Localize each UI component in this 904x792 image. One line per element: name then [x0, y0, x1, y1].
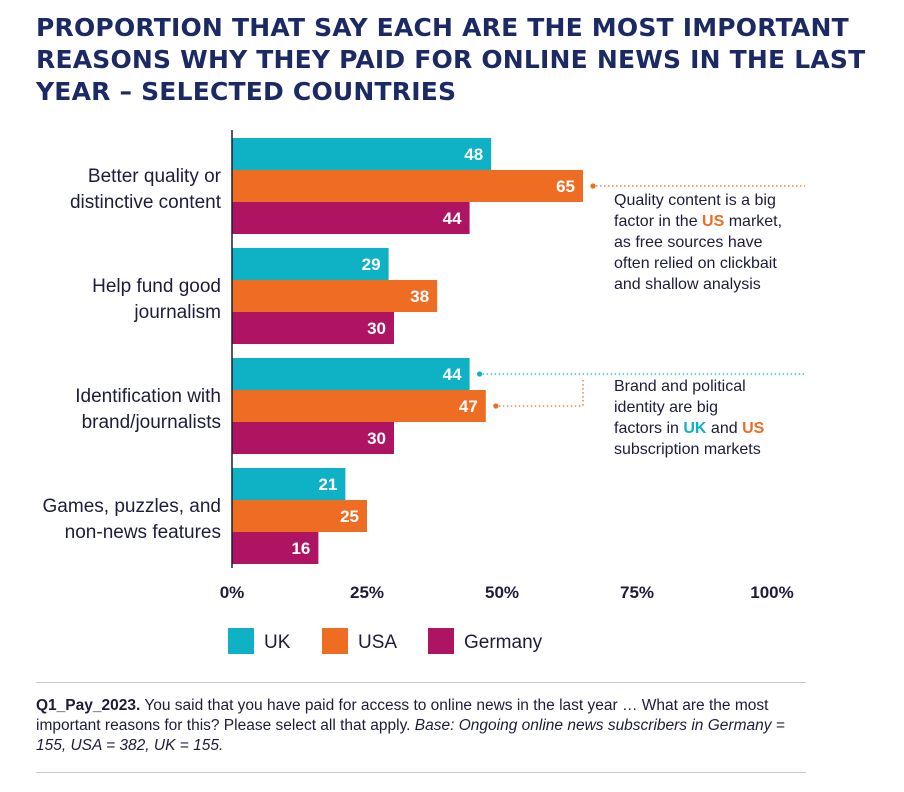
annotation-connectors	[477, 183, 805, 409]
divider	[36, 772, 806, 773]
bar-germany-1	[232, 312, 394, 344]
bar-value-label: 30	[367, 319, 386, 338]
category-label: Identification with brand/journalists	[75, 386, 221, 433]
bar-value-label: 44	[443, 209, 462, 228]
x-tick-label: 75%	[620, 583, 654, 602]
annotation-dot	[493, 403, 499, 409]
bar-value-label: 38	[410, 287, 429, 306]
x-tick-label: 50%	[485, 583, 519, 602]
bar-germany-2	[232, 422, 394, 454]
bar-value-label: 65	[556, 177, 575, 196]
annotation-dot	[477, 371, 483, 377]
bar-value-label: 25	[340, 507, 359, 526]
category-label: Help fund good journalism	[92, 276, 221, 323]
bar-value-label: 48	[464, 145, 483, 164]
bar-germany-0	[232, 202, 470, 234]
bar-usa-1	[232, 280, 438, 312]
annotation-dot	[590, 183, 596, 189]
title-line: YEAR – SELECTED COUNTRIES	[36, 77, 457, 106]
bar-value-label: 29	[362, 255, 381, 274]
x-axis-ticks: 0% 25% 50% 75% 100%	[220, 583, 794, 602]
bar-uk-1	[232, 248, 389, 280]
legend-label: USA	[358, 632, 397, 653]
bar-value-label: 30	[367, 429, 386, 448]
bar-usa-2	[232, 390, 486, 422]
annotations: Quality content is a big factor in the US…	[614, 192, 782, 458]
title-line: PROPORTION THAT SAY EACH ARE THE MOST IM…	[36, 13, 849, 42]
category-label: Games, puzzles, and non-news features	[43, 496, 221, 543]
footnote-text: You said that you have paid for access t…	[36, 697, 769, 734]
category-label: Better quality or distinctive content	[70, 166, 222, 213]
category-labels: Better quality or distinctive content Help…	[43, 166, 222, 543]
bar-value-label: 16	[291, 539, 310, 558]
x-tick-label: 0%	[220, 583, 245, 602]
legend-label: Germany	[464, 632, 543, 653]
annotation-text: Brand and political identity are big facto…	[614, 378, 765, 458]
bar-value-label: 47	[459, 397, 478, 416]
bar-uk-0	[232, 138, 492, 170]
title-line: REASONS WHY THEY PAID FOR ONLINE NEWS IN…	[36, 45, 866, 74]
legend-swatch-uk	[228, 628, 254, 654]
bar-usa-3	[232, 500, 367, 532]
bar-value-label: 21	[318, 475, 337, 494]
annotation-text: Quality content is a big factor in the US…	[614, 192, 782, 293]
bar-uk-3	[232, 468, 346, 500]
bar-usa-0	[232, 170, 583, 202]
legend-swatch-usa	[322, 628, 348, 654]
divider	[36, 682, 806, 683]
chart-title: PROPORTION THAT SAY EACH ARE THE MOST IM…	[36, 12, 866, 108]
x-tick-label: 100%	[750, 583, 793, 602]
x-tick-label: 25%	[350, 583, 384, 602]
bar-value-label: 44	[443, 365, 462, 384]
footnote-base: Base: Ongoing online news subscribers in…	[36, 717, 785, 754]
footnote-code: Q1_Pay_2023.	[36, 697, 141, 714]
legend-swatch-germany	[428, 628, 454, 654]
legend: UK USA Germany	[228, 628, 543, 654]
bar-germany-3	[232, 532, 319, 564]
footnote: Q1_Pay_2023. You said that you have paid…	[36, 696, 806, 756]
legend-label: UK	[264, 632, 291, 653]
bar-uk-2	[232, 358, 470, 390]
